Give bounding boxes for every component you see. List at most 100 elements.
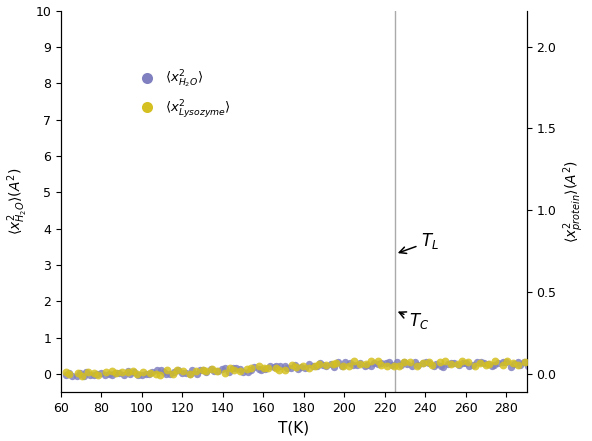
Point [403, 360, 412, 367]
Point [490, 362, 499, 369]
Point [304, 360, 314, 367]
Point [181, 370, 191, 377]
Point [217, 366, 227, 373]
Point [156, 366, 165, 374]
Point [461, 360, 471, 367]
Point [503, 357, 512, 364]
Point [152, 366, 162, 374]
Point [374, 357, 383, 364]
Point [400, 359, 409, 366]
Point [259, 364, 269, 371]
Point [349, 362, 358, 369]
Point [207, 365, 217, 372]
Point [484, 361, 493, 368]
Point [61, 368, 70, 375]
Point [291, 362, 300, 369]
Point [394, 363, 404, 370]
Y-axis label: $\langle x^2_{protein}\rangle(A^2)$: $\langle x^2_{protein}\rangle(A^2)$ [562, 160, 587, 243]
Point [195, 366, 205, 374]
Point [333, 359, 343, 366]
Point [85, 372, 95, 379]
Point [178, 367, 188, 374]
Point [89, 369, 99, 376]
Point [483, 360, 493, 367]
Point [481, 361, 491, 368]
Point [475, 360, 485, 367]
Point [508, 359, 517, 366]
Point [207, 365, 216, 372]
Point [501, 359, 510, 366]
Point [138, 372, 147, 379]
Point [523, 362, 533, 369]
Point [406, 358, 415, 365]
Point [377, 360, 386, 367]
Point [128, 367, 137, 374]
Point [275, 362, 285, 369]
Point [82, 369, 91, 376]
Point [377, 362, 386, 369]
Point [513, 361, 523, 368]
Point [455, 362, 464, 369]
Point [419, 359, 428, 366]
Point [297, 363, 306, 370]
Point [83, 368, 93, 375]
Point [361, 360, 371, 367]
Point [254, 366, 263, 373]
Point [366, 363, 376, 370]
Point [108, 371, 117, 378]
Point [177, 369, 186, 376]
Point [419, 359, 428, 366]
Point [314, 361, 323, 368]
Point [225, 368, 234, 375]
Point [440, 357, 449, 364]
Point [202, 368, 211, 375]
Point [458, 360, 468, 367]
Point [213, 368, 223, 375]
Point [168, 370, 178, 377]
Point [464, 359, 473, 366]
Point [73, 370, 83, 377]
Point [226, 364, 235, 371]
Point [352, 361, 362, 368]
Point [201, 367, 211, 374]
Point [446, 360, 455, 367]
Point [291, 363, 301, 370]
Point [510, 361, 519, 368]
Point [369, 360, 378, 367]
Point [198, 366, 207, 373]
Point [105, 370, 114, 377]
Point [288, 361, 297, 368]
Point [513, 358, 522, 365]
Point [424, 360, 433, 367]
Point [246, 366, 256, 374]
Point [326, 361, 336, 368]
Point [221, 365, 230, 372]
Point [410, 359, 420, 366]
Point [263, 365, 273, 372]
Point [247, 364, 256, 371]
Point [498, 361, 508, 368]
Point [362, 362, 372, 369]
Point [228, 365, 237, 372]
Point [61, 371, 70, 378]
Point [424, 359, 433, 366]
Point [78, 373, 87, 380]
Point [243, 368, 252, 375]
Point [330, 363, 339, 370]
Point [318, 362, 328, 369]
Point [396, 362, 406, 369]
Point [447, 361, 456, 368]
Point [407, 363, 417, 370]
Point [256, 366, 266, 374]
Point [465, 363, 474, 370]
Point [79, 373, 89, 380]
Point [144, 370, 154, 377]
Point [173, 367, 182, 374]
Point [110, 370, 120, 377]
Legend: $\langle x^2_{H_2O}\rangle$, $\langle x^2_{Lysozyme}\rangle$: $\langle x^2_{H_2O}\rangle$, $\langle x^… [128, 63, 236, 125]
X-axis label: T(K): T(K) [278, 420, 310, 435]
Point [428, 361, 437, 368]
Text: $T_L$: $T_L$ [399, 232, 439, 254]
Point [212, 367, 221, 374]
Point [322, 363, 332, 370]
